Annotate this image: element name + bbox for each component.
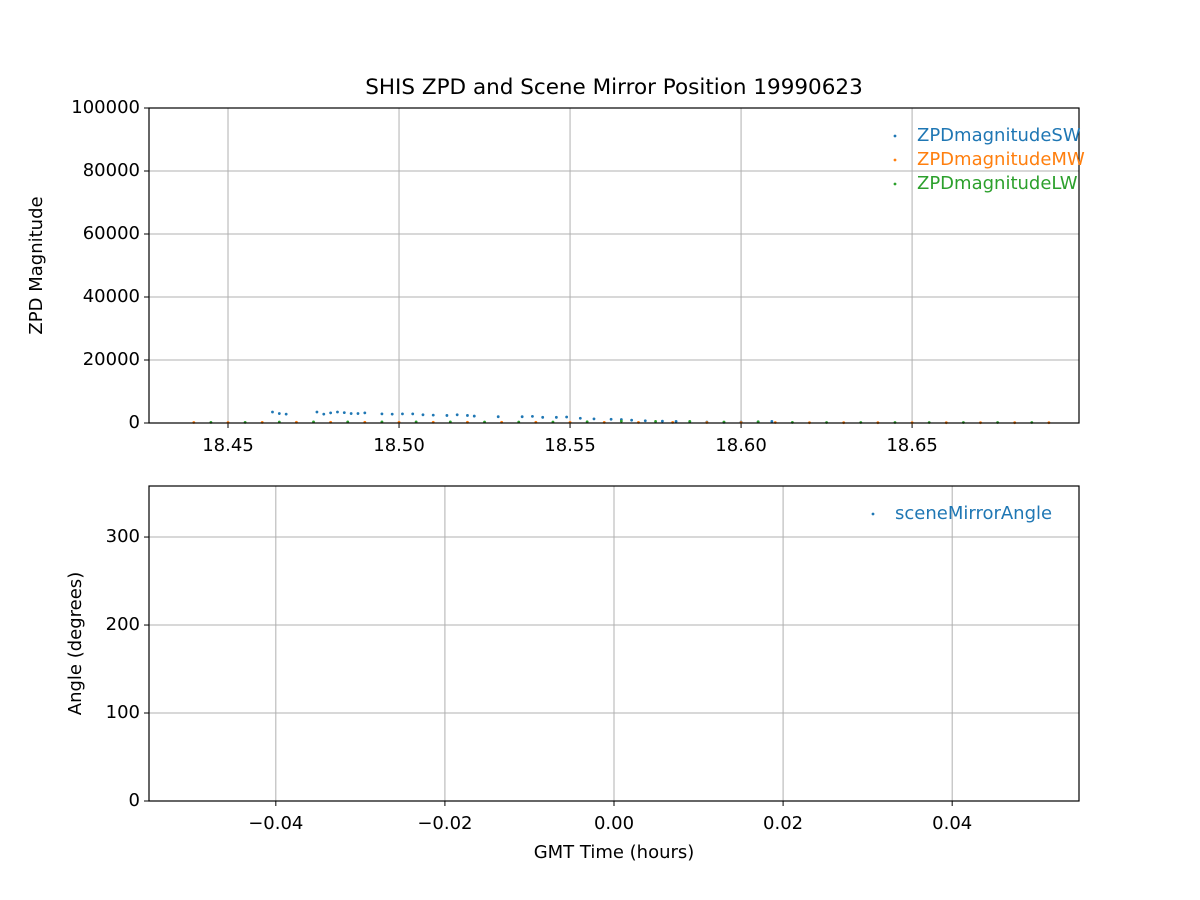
- y-tick-label: 100: [106, 702, 140, 723]
- y-tick-label: 200: [106, 614, 140, 635]
- point: [619, 419, 623, 423]
- legend-marker: [893, 158, 897, 162]
- point: [445, 414, 449, 417]
- legend-label: ZPDmagnitudeLW: [917, 173, 1078, 194]
- point: [390, 412, 394, 416]
- point: [356, 412, 360, 415]
- y-tick-label: 0: [129, 412, 140, 433]
- point: [578, 416, 582, 420]
- point: [271, 410, 274, 414]
- point: [431, 413, 435, 417]
- point: [421, 413, 425, 417]
- point: [541, 415, 545, 419]
- point: [630, 418, 634, 422]
- x-tick-label: 18.60: [715, 435, 767, 456]
- axes-frame: [148, 485, 1080, 802]
- point: [329, 411, 333, 415]
- axes-frame: [148, 107, 1080, 424]
- point: [770, 420, 774, 423]
- point: [688, 420, 692, 423]
- x-tick-label: 18.50: [373, 435, 425, 456]
- y-tick-label: 80000: [83, 160, 140, 181]
- point: [315, 410, 319, 414]
- point: [660, 419, 664, 423]
- point: [654, 420, 657, 423]
- point: [466, 414, 469, 417]
- y-tick-label: 300: [106, 526, 140, 547]
- point: [380, 412, 384, 416]
- x-tick-label: −0.04: [248, 813, 303, 834]
- x-tick-label: 0.04: [932, 813, 972, 834]
- point: [496, 415, 500, 419]
- legend-marker: [893, 134, 897, 138]
- x-tick-label: 18.65: [886, 435, 938, 456]
- x-tick-label: 0.00: [594, 813, 634, 834]
- y-axis-label: ZPD Magnitude: [26, 196, 47, 334]
- y-tick-label: 20000: [83, 349, 140, 370]
- y-tick-label: 40000: [83, 286, 140, 307]
- point: [401, 412, 404, 416]
- legend-label: ZPDmagnitudeSW: [917, 125, 1081, 146]
- point: [322, 412, 326, 416]
- point: [363, 411, 367, 415]
- legend-label: sceneMirrorAngle: [895, 503, 1052, 524]
- legend-marker: [871, 512, 875, 516]
- y-tick-label: 60000: [83, 223, 140, 244]
- legend-marker: [893, 182, 897, 186]
- x-axis-label: GMT Time (hours): [534, 842, 695, 863]
- legend-label: ZPDmagnitudeMW: [917, 149, 1085, 170]
- point: [342, 411, 346, 415]
- point: [284, 412, 288, 416]
- point: [609, 417, 613, 421]
- point: [643, 419, 647, 423]
- x-tick-label: 18.55: [544, 435, 596, 456]
- point: [472, 414, 476, 418]
- x-tick-label: 18.45: [202, 435, 254, 456]
- point: [349, 412, 353, 415]
- point: [411, 412, 415, 416]
- point: [520, 415, 524, 419]
- point: [554, 415, 558, 419]
- point: [592, 417, 596, 421]
- point: [674, 420, 678, 423]
- x-tick-label: −0.02: [417, 813, 472, 834]
- y-tick-label: 100000: [71, 97, 140, 118]
- point: [531, 414, 534, 418]
- y-axis-label: Angle (degrees): [65, 572, 86, 715]
- chart-title: SHIS ZPD and Scene Mirror Position 19990…: [365, 75, 863, 100]
- point: [455, 413, 459, 417]
- point: [336, 410, 339, 414]
- y-tick-label: 0: [129, 790, 140, 811]
- point: [565, 415, 569, 419]
- point: [277, 412, 281, 415]
- x-tick-label: 0.02: [763, 813, 803, 834]
